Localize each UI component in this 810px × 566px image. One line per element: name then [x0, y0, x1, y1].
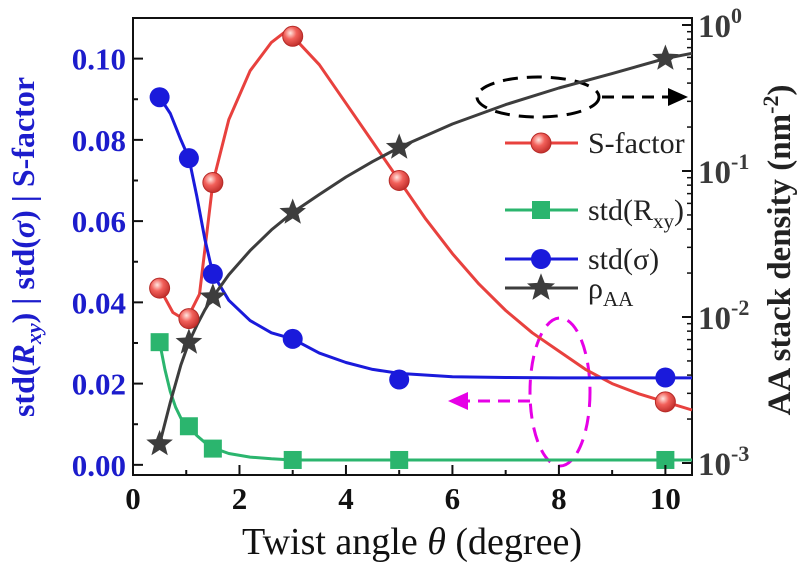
data-point-s3-0: [146, 430, 173, 456]
y-right-tick-label: 10-2: [698, 295, 749, 337]
data-point-s0-3: [282, 25, 304, 47]
legend-label-2: std(σ): [588, 243, 659, 276]
data-point-s3-4: [385, 133, 413, 159]
x-tick-label: 8: [551, 481, 567, 516]
legend: S-factor std(Rxy) std(σ)ρAA: [505, 127, 685, 311]
x-tick-label: 0: [125, 481, 141, 516]
x-axis-title: Twist angle θ (degree): [242, 521, 582, 563]
data-point-s0-1: [178, 308, 200, 330]
data-point-s3-3: [279, 198, 306, 224]
y-right-axis-title: AA stack density (nm-2): [758, 85, 798, 416]
legend-marker-2: [531, 249, 551, 269]
x-tick-label: 10: [650, 481, 681, 516]
data-point-s2-1: [178, 148, 199, 169]
data-point-s1-3: [283, 450, 302, 469]
x-tick-label: 6: [445, 481, 461, 516]
data-point-s3-1: [175, 328, 203, 354]
data-point-s2-4: [389, 369, 410, 390]
y-right-axis: 10-3 10-2 10-1 100: [682, 3, 749, 483]
data-point-s1-1: [179, 417, 198, 436]
data-point-s1-5: [656, 450, 675, 469]
black-dashed-ellipse: [475, 75, 601, 119]
data-point-s0-4: [388, 169, 410, 191]
series-markers: [146, 25, 679, 469]
y-left-tick-label: 0.10: [72, 42, 126, 77]
x-tick-label: 4: [338, 481, 354, 516]
y-right-tick-label: 10-3: [698, 441, 749, 483]
data-point-s0-0: [149, 277, 171, 299]
legend-marker-0: [530, 132, 552, 154]
legend-label-0: S-factor: [588, 127, 685, 160]
data-point-s1-4: [390, 450, 409, 469]
y-left-axis: 0.00 0.02 0.04 0.06 0.08 0.10: [72, 42, 143, 483]
plot-frame: [132, 17, 693, 476]
y-left-tick-label: 0.00: [72, 448, 126, 483]
legend-label-3: ρAA: [588, 272, 634, 311]
black-arrowhead: [668, 88, 688, 106]
magenta-arrowhead: [448, 392, 468, 410]
data-point-s2-2: [202, 263, 223, 284]
data-point-s0-2: [202, 172, 224, 194]
data-point-s1-0: [150, 333, 169, 352]
data-point-s1-2: [203, 439, 222, 458]
magenta-dashed-ellipse: [528, 316, 592, 468]
legend-marker-1: [532, 201, 550, 219]
y-right-tick-label: 100: [698, 3, 742, 45]
legend-label-1: std(Rxy): [588, 194, 684, 233]
y-left-tick-label: 0.02: [72, 367, 126, 402]
data-point-s0-5: [654, 391, 676, 413]
y-left-tick-label: 0.04: [72, 285, 126, 320]
y-right-tick-label: 10-1: [698, 149, 749, 191]
data-point-s2-5: [655, 367, 676, 388]
y-left-tick-label: 0.06: [72, 204, 126, 239]
x-tick-label: 2: [232, 481, 248, 516]
y-left-tick-label: 0.08: [72, 123, 126, 158]
x-axis: 0 2 4 6 8 10: [125, 465, 681, 516]
data-point-s2-3: [282, 328, 303, 349]
series-line-1: [158, 341, 692, 462]
data-point-s3-2: [199, 283, 227, 309]
legend-marker-3: [527, 273, 555, 300]
data-point-s3-5: [652, 44, 679, 70]
data-point-s2-0: [149, 87, 170, 108]
annotations: [448, 75, 688, 468]
y-left-axis-title: std(Rxy) | std(σ) | S-factor: [5, 77, 46, 417]
